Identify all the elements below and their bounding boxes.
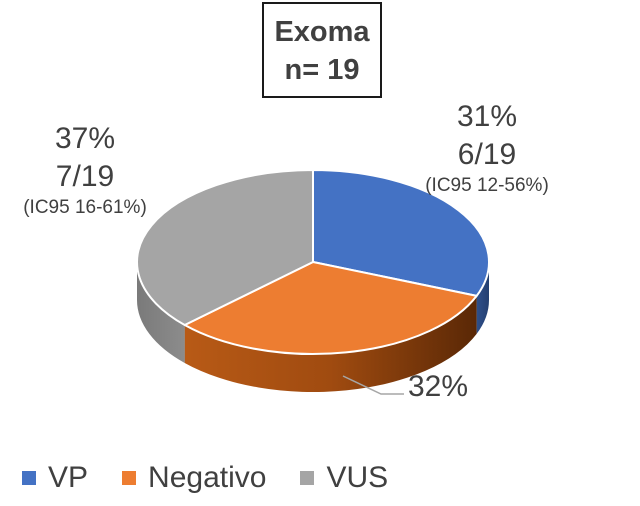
data-label-negativo-pct: 32% [408, 370, 469, 403]
pie-slice-negativo [183, 261, 478, 355]
legend-label-negativo: Negativo [148, 461, 267, 494]
chart-title-box: Exoma n= 19 [262, 2, 382, 98]
pie-side-negativo [184, 295, 477, 392]
pie-slice-vus [136, 169, 314, 326]
data-label-vus-count: 7/19 [55, 160, 115, 193]
chart-legend: VP Negativo VUS [22, 458, 422, 498]
legend-item-vp: VP [22, 461, 88, 495]
legend-item-vus: VUS [300, 461, 388, 495]
legend-swatch-vus [300, 471, 315, 485]
data-label-negativo: 32% [408, 368, 488, 406]
data-label-vus-ci: (IC95 16-61%) [23, 197, 147, 218]
data-label-vp-pct: 31% [456, 100, 518, 133]
pie-side-vus [137, 262, 185, 363]
legend-swatch-vp [22, 471, 36, 485]
legend-label-vus: VUS [326, 461, 389, 494]
data-label-vp-ci: (IC95 12-56%) [425, 175, 549, 196]
data-label-vus: 37% 7/19 (IC95 16-61%) [2, 120, 168, 220]
pie-slice-vp [312, 169, 490, 297]
chart-title-line-2: n= 19 [284, 54, 360, 86]
pie-tops [136, 169, 490, 355]
legend-label-vp: VP [48, 461, 89, 494]
leader-line-negativo [342, 375, 404, 395]
data-label-vp: 31% 6/19 (IC95 12-56%) [404, 98, 570, 198]
legend-swatch-negativo [122, 471, 137, 485]
data-label-vp-count: 6/19 [457, 138, 517, 171]
data-label-vus-pct: 37% [54, 122, 116, 155]
chart-title-line-1: Exoma [274, 16, 370, 48]
legend-item-negativo: Negativo [122, 461, 266, 495]
